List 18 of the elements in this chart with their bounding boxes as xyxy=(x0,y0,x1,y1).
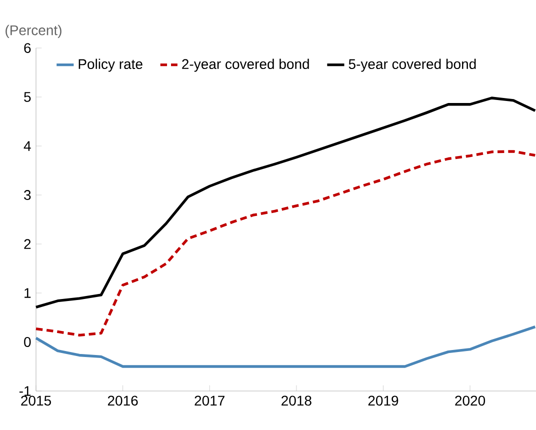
y-tick-label: 3 xyxy=(24,190,31,200)
legend-label: Policy rate xyxy=(78,58,142,72)
legend-label: 2-year covered bond xyxy=(182,58,309,72)
y-tick-label: 2 xyxy=(24,239,31,249)
x-tick-label: 2018 xyxy=(282,396,312,406)
y-axis-title: (Percent) xyxy=(6,24,62,38)
x-tick-label: 2019 xyxy=(368,396,398,406)
y-tick-label: 5 xyxy=(24,92,31,102)
y-tick-label: 0 xyxy=(24,337,31,347)
y-tick-label: -1 xyxy=(19,386,31,396)
y-tick-label: 1 xyxy=(24,288,31,298)
x-tick-label: 2015 xyxy=(21,396,51,406)
x-tick-label: 2020 xyxy=(455,396,486,406)
y-tick-label: 4 xyxy=(24,141,31,151)
legend-label: 5-year covered bond xyxy=(348,58,476,72)
y-tick-label: 6 xyxy=(24,43,31,53)
x-tick-label: 2017 xyxy=(194,396,224,406)
x-tick-label: 2016 xyxy=(108,396,138,406)
